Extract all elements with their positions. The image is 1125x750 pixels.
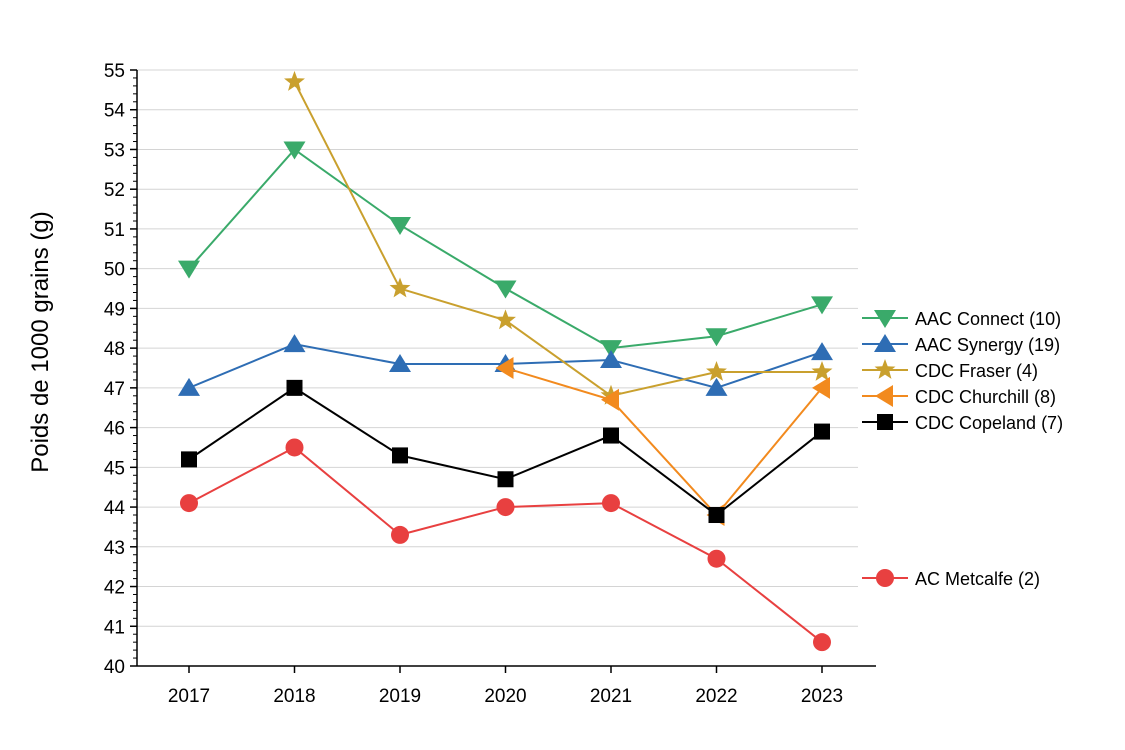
data-point bbox=[494, 280, 517, 299]
y-tick-label: 41 bbox=[104, 617, 125, 638]
data-point bbox=[812, 376, 830, 399]
legend-count: (19) bbox=[1028, 335, 1060, 355]
data-point bbox=[814, 423, 830, 440]
legend-label: AC Metcalfe bbox=[915, 569, 1013, 589]
y-tick-label: 50 bbox=[104, 260, 125, 281]
data-point bbox=[707, 549, 726, 568]
y-tick-label: 40 bbox=[104, 657, 125, 678]
y-tick-label: 46 bbox=[104, 419, 125, 440]
data-point bbox=[391, 525, 409, 544]
data-point bbox=[811, 342, 833, 361]
y-tick-label: 54 bbox=[104, 101, 126, 122]
y-tick-label: 42 bbox=[104, 578, 125, 599]
y-tick-label: 55 bbox=[104, 61, 125, 82]
data-point bbox=[602, 494, 620, 513]
data-point bbox=[705, 328, 728, 347]
legend-entry: CDC Copeland (7) bbox=[862, 413, 1063, 433]
data-point bbox=[283, 334, 306, 353]
y-tick-label: 52 bbox=[104, 180, 125, 201]
data-point bbox=[389, 277, 411, 298]
legend-count: (7) bbox=[1041, 413, 1063, 433]
legend-count: (4) bbox=[1016, 361, 1038, 381]
legend-count: (8) bbox=[1034, 387, 1056, 407]
y-tick-label: 47 bbox=[104, 379, 125, 400]
y-tick-label: 43 bbox=[104, 538, 125, 559]
x-tick-label: 2023 bbox=[801, 686, 843, 707]
data-point bbox=[392, 447, 408, 464]
y-tick-label: 49 bbox=[104, 299, 125, 320]
series-line bbox=[188, 386, 823, 517]
data-point bbox=[285, 438, 304, 457]
legend-marker bbox=[874, 334, 896, 352]
data-point bbox=[286, 379, 303, 396]
data-point bbox=[600, 350, 622, 369]
gridlines bbox=[137, 69, 858, 627]
data-point bbox=[178, 260, 200, 279]
data-point bbox=[811, 360, 833, 381]
series-cdc-churchill bbox=[495, 357, 830, 527]
data-point bbox=[284, 70, 305, 91]
x-tick-label: 2019 bbox=[379, 686, 421, 707]
legend-label: CDC Churchill bbox=[915, 387, 1029, 407]
data-point bbox=[813, 633, 831, 652]
x-tick-label: 2022 bbox=[695, 686, 737, 707]
data-point bbox=[601, 388, 619, 411]
x-tick-label: 2020 bbox=[484, 686, 526, 707]
series-line bbox=[293, 81, 822, 397]
legend-count: (10) bbox=[1029, 309, 1061, 329]
data-point bbox=[708, 507, 725, 524]
series-ac-metcalfe bbox=[180, 438, 831, 652]
series-lines bbox=[178, 70, 833, 652]
legend-entry: CDC Churchill (8) bbox=[862, 385, 1056, 407]
data-point bbox=[600, 340, 622, 359]
data-point bbox=[178, 377, 200, 396]
data-point bbox=[389, 354, 411, 373]
x-tick-label: 2018 bbox=[273, 686, 315, 707]
legend-entry: AAC Connect (10) bbox=[862, 309, 1061, 329]
series-aac-connect bbox=[178, 141, 833, 359]
data-point bbox=[496, 498, 515, 517]
legend-entry: CDC Fraser (4) bbox=[862, 359, 1038, 381]
y-tick-label: 45 bbox=[104, 458, 125, 479]
legend-label: AAC Synergy bbox=[915, 335, 1023, 355]
legend-label: CDC Copeland bbox=[915, 413, 1036, 433]
legend: AAC Connect (10) AAC Synergy (19) CDC Fraser… bbox=[862, 309, 1063, 589]
legend-entry: AAC Synergy (19) bbox=[862, 334, 1060, 355]
legend-marker bbox=[877, 414, 893, 430]
data-point bbox=[603, 427, 619, 444]
y-tick-label: 48 bbox=[104, 339, 125, 360]
legend-count: (2) bbox=[1018, 569, 1040, 589]
x-tick-label: 2017 bbox=[168, 686, 210, 707]
legend-label: AAC Connect bbox=[915, 309, 1024, 329]
legend-label: CDC Fraser bbox=[915, 361, 1011, 381]
legend-entry: AC Metcalfe (2) bbox=[862, 569, 1040, 589]
data-point bbox=[283, 141, 306, 160]
series-cdc-copeland bbox=[181, 379, 830, 524]
y-axis-title: Poids de 1000 grains (g) bbox=[27, 211, 54, 473]
legend-marker bbox=[874, 359, 896, 379]
data-point bbox=[811, 296, 833, 315]
y-tick-label: 53 bbox=[104, 140, 125, 161]
data-point bbox=[497, 471, 514, 488]
legend-marker bbox=[874, 310, 896, 328]
legend-marker bbox=[875, 385, 893, 407]
data-point bbox=[389, 216, 411, 235]
y-tick-label: 44 bbox=[104, 498, 126, 519]
data-point bbox=[180, 494, 198, 513]
data-point bbox=[495, 309, 516, 330]
data-point bbox=[706, 360, 727, 381]
series-line bbox=[505, 367, 823, 517]
data-point bbox=[495, 357, 514, 379]
data-point bbox=[181, 451, 197, 468]
data-point bbox=[705, 377, 728, 396]
x-tick-label: 2021 bbox=[590, 686, 632, 707]
legend-marker bbox=[876, 569, 894, 587]
y-tick-label: 51 bbox=[104, 220, 125, 241]
series-cdc-fraser bbox=[284, 70, 833, 405]
axes: 40 41 42 43 44 45 46 47 48 49 50 51 52 53 54 55 2017 2018… bbox=[104, 61, 876, 707]
